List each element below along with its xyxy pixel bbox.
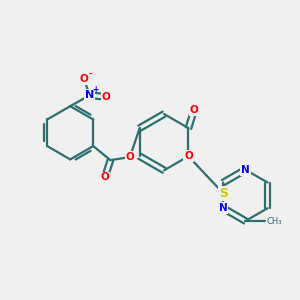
Text: -: - xyxy=(89,70,93,79)
Text: CH₃: CH₃ xyxy=(266,217,282,226)
Text: N: N xyxy=(241,165,250,175)
Text: S: S xyxy=(219,187,228,200)
Text: O: O xyxy=(190,105,199,115)
Text: +: + xyxy=(93,85,99,94)
Text: O: O xyxy=(125,152,134,162)
Text: O: O xyxy=(80,74,88,84)
Text: O: O xyxy=(184,151,193,161)
Text: N: N xyxy=(219,203,228,213)
Text: O: O xyxy=(100,172,109,182)
Text: O: O xyxy=(101,92,110,102)
Text: N: N xyxy=(85,90,94,100)
